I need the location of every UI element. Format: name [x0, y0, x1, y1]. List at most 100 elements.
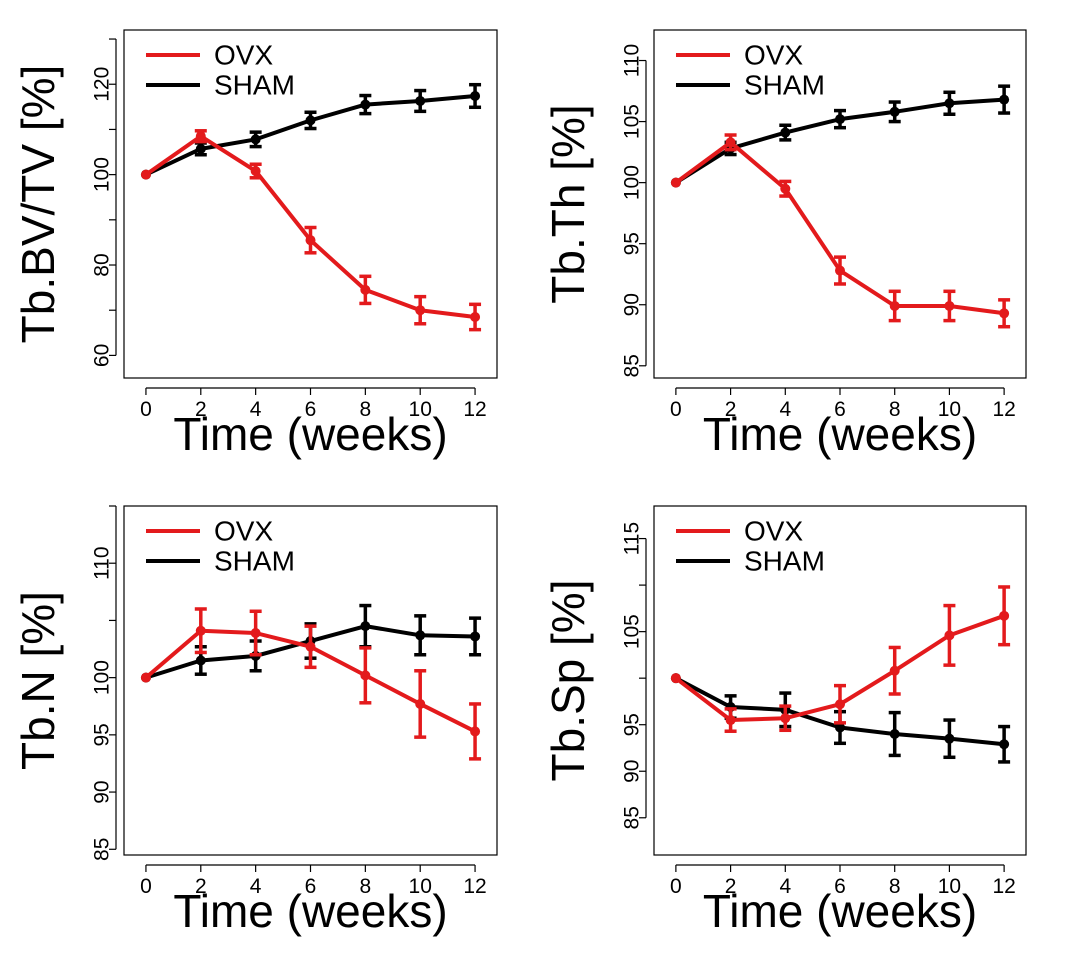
y-tick-label: 115: [621, 522, 644, 555]
y-tick-label: 90: [621, 760, 644, 783]
y-tick-label: 105: [621, 104, 644, 139]
data-point: [835, 699, 845, 710]
data-point: [305, 115, 316, 126]
x-tick-label: 10: [409, 398, 432, 421]
x-tick-label: 12: [463, 875, 486, 898]
data-point: [944, 98, 955, 109]
data-point: [780, 713, 791, 724]
data-point: [889, 300, 900, 311]
y-tick-label: 95: [91, 723, 114, 746]
y-axis-title: Tb.N [%]: [12, 591, 64, 770]
y-tick-label: 100: [91, 157, 114, 192]
data-point: [835, 265, 845, 276]
data-point: [415, 698, 426, 709]
y-tick-label: 95: [621, 232, 644, 255]
data-point: [725, 715, 736, 726]
data-point: [360, 99, 371, 110]
data-point: [305, 641, 316, 652]
data-point: [305, 235, 316, 246]
y-tick-label: 90: [621, 293, 644, 316]
x-tick-label: 4: [250, 875, 262, 898]
data-point: [670, 673, 681, 684]
data-point: [195, 655, 206, 666]
x-tick-label: 4: [779, 875, 791, 898]
data-point: [360, 621, 371, 632]
data-point: [999, 308, 1010, 319]
data-point: [250, 166, 261, 177]
data-point: [470, 311, 481, 322]
x-tick-label: 0: [670, 875, 682, 898]
data-point: [999, 739, 1010, 750]
data-point: [195, 143, 206, 154]
y-tick-label: 60: [91, 344, 114, 367]
legend-label-ovx: OVX: [744, 40, 803, 71]
data-point: [889, 729, 900, 740]
x-tick-label: 6: [305, 875, 317, 898]
x-tick-label: 10: [938, 875, 961, 898]
data-point: [944, 733, 955, 744]
legend-label-sham: SHAM: [744, 546, 825, 577]
x-axis-title: Time (weeks): [173, 408, 447, 460]
data-point: [835, 722, 845, 733]
legend-label-sham: SHAM: [214, 70, 295, 101]
y-tick-label: 85: [621, 806, 644, 829]
legend-label-ovx: OVX: [744, 516, 803, 547]
data-point: [250, 628, 261, 639]
y-tick-label: 110: [91, 546, 114, 579]
data-point: [780, 127, 791, 138]
x-tick-label: 8: [360, 875, 372, 898]
series-sham: [140, 82, 482, 180]
y-axis-title: Tb.BV/TV [%]: [12, 65, 64, 344]
series-ovx: [140, 607, 482, 761]
data-point: [999, 94, 1010, 105]
data-point: [470, 90, 481, 101]
data-point: [944, 300, 955, 311]
x-axis-title: Time (weeks): [173, 885, 447, 937]
data-point: [140, 672, 151, 683]
x-tick-label: 12: [992, 875, 1015, 898]
data-point: [415, 95, 426, 106]
x-tick-label: 0: [670, 398, 682, 421]
series-ovx: [670, 585, 1011, 733]
data-point: [250, 134, 261, 145]
data-point: [999, 610, 1010, 621]
data-point: [889, 106, 900, 117]
legend-label-sham: SHAM: [214, 546, 295, 577]
y-tick-label: 100: [621, 165, 644, 200]
data-point: [360, 284, 371, 295]
x-tick-label: 2: [725, 875, 737, 898]
y-tick-label: 110: [621, 44, 644, 77]
y-axis-title: Tb.Sp [%]: [542, 580, 594, 782]
data-point: [670, 177, 681, 188]
x-tick-label: 2: [725, 398, 737, 421]
y-tick-label: 100: [91, 660, 114, 695]
y-tick-label: 80: [91, 253, 114, 276]
x-axis-title: Time (weeks): [703, 408, 977, 460]
x-tick-label: 2: [195, 875, 207, 898]
data-point: [470, 631, 481, 642]
data-point: [780, 183, 791, 194]
x-tick-label: 8: [889, 875, 901, 898]
x-tick-label: 6: [834, 398, 846, 421]
plot-frame: [653, 505, 1027, 856]
series-line-sham: [145, 93, 476, 177]
plot-frame: [653, 29, 1027, 379]
y-tick-label: 120: [91, 67, 114, 102]
x-tick-label: 8: [360, 398, 372, 421]
y-tick-label: 85: [91, 838, 114, 861]
chart-panel-4: 0 2 4 6 8 10 12 85 90 95 105 115 Time (weeks) Tb.Sp […: [542, 505, 1027, 937]
x-tick-label: 4: [250, 398, 262, 421]
chart-panel-2: 0 2 4 6 8 10 12 85 90 95 100 105 110 Time (weeks) Tb.T…: [542, 29, 1027, 460]
data-point: [470, 726, 481, 737]
x-tick-label: 8: [889, 398, 901, 421]
data-point: [944, 630, 955, 641]
x-tick-label: 10: [938, 398, 961, 421]
x-axis-title: Time (weeks): [703, 885, 977, 937]
x-tick-label: 4: [779, 398, 791, 421]
x-tick-label: 6: [305, 398, 317, 421]
y-tick-label: 85: [621, 354, 644, 377]
y-tick-label: 95: [621, 713, 644, 736]
